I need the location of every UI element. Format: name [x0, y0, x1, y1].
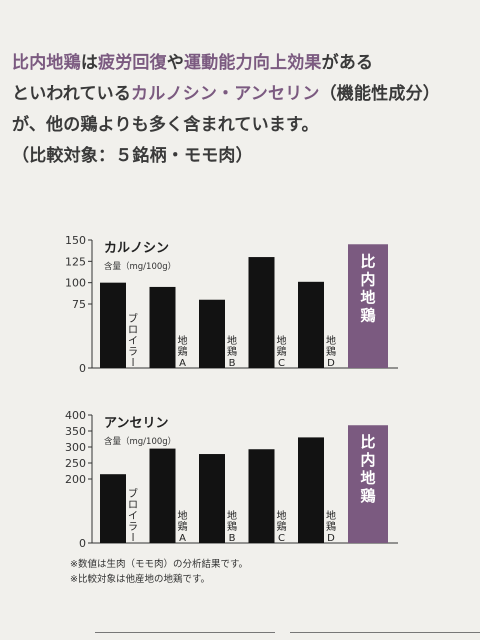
category-label-char: 鶏	[326, 345, 336, 358]
category-label-char: ブ	[128, 487, 138, 500]
category-label-char: 鶏	[277, 345, 287, 358]
bar-地鶏B	[199, 299, 225, 368]
y-tick-label: 100	[65, 277, 86, 290]
bar-label-char: 内	[360, 270, 375, 288]
category-label-char: ラ	[128, 521, 138, 533]
headline-part: 運動能力向上効果	[184, 53, 322, 73]
category-label-char: ー	[126, 357, 137, 367]
category-label-char: 鶏	[227, 345, 237, 358]
y-tick-label: 200	[65, 473, 86, 486]
bottom-table-edge	[0, 622, 480, 640]
headline-part: 比内地鶏	[12, 53, 81, 73]
bar-ブロイラー	[100, 282, 126, 368]
bar-label-char: 鶏	[360, 306, 375, 324]
divider	[95, 632, 275, 633]
bar-label-char: 内	[360, 451, 375, 469]
divider	[290, 632, 480, 633]
bar-地鶏B	[199, 454, 225, 543]
headline-part: （機能性成分）が、他の鶏よりも多く含まれています。	[12, 84, 440, 135]
y-tick-label: 0	[79, 537, 86, 550]
chart-title: アンセリン	[104, 416, 168, 431]
y-tick-label: 125	[65, 255, 86, 268]
footnote: ※数値は生肉（モモ肉）の分析結果です。	[70, 559, 249, 570]
category-label-char: 鶏	[227, 520, 237, 533]
bar-label-char: 地	[360, 469, 375, 487]
category-label-char: B	[229, 533, 236, 544]
category-label-char: 鶏	[326, 520, 336, 533]
bar-地鶏A	[149, 286, 176, 368]
y-axis-unit-label: 含量（mg/100g）	[104, 261, 176, 272]
category-label-char: 地	[227, 509, 237, 522]
category-label-char: イ	[128, 336, 138, 347]
carnosine-chart-svg: 075100125150カルノシン含量（mg/100g）ブロイラー地鶏A地鶏B地…	[65, 234, 398, 375]
category-label-char: A	[179, 358, 186, 369]
headline-part: といわれている	[12, 84, 132, 104]
carnosine-chart: 0 75 100 125 150 カルノシン 含量（mg/100g）ブロイラー地鶏 A 地鶏 B 地…	[0, 230, 480, 380]
category-label-char: 鶏	[277, 520, 287, 533]
bar-label-char: 比	[360, 433, 375, 451]
category-label-char: 地	[277, 334, 287, 347]
category-label-char: 地	[326, 509, 336, 522]
y-tick-label: 400	[65, 409, 86, 422]
y-tick-label: 250	[65, 457, 86, 470]
bar-比内地鶏	[348, 425, 388, 543]
bar-label-char: 地	[360, 288, 375, 306]
chart-title: カルノシン	[104, 241, 169, 256]
y-tick-label: 300	[65, 441, 86, 454]
category-label-char: ロ	[128, 325, 138, 336]
category-label-char: D	[327, 358, 335, 369]
bar-label-char: 比	[360, 252, 375, 270]
category-label-char: ロ	[128, 500, 138, 511]
bar-地鶏D	[298, 437, 324, 543]
category-label-char: D	[327, 533, 335, 544]
y-tick-label: 150	[65, 234, 86, 247]
headline: 比内地鶏は疲労回復や運動能力向上効果がある といわれているカルノシン・アンセリン（…	[12, 48, 474, 172]
bar-label-char: 鶏	[360, 487, 375, 505]
headline-part: カルノシン・アンセリン	[131, 84, 320, 104]
anserine-chart: 0 200 250 300 350 400 アンセリン 含量（mg/100g）ブロイラー地鶏 A…	[0, 405, 480, 555]
category-label-char: 鶏	[178, 345, 188, 358]
y-tick-label: 75	[72, 298, 86, 311]
category-label-char: C	[278, 358, 285, 369]
category-label-char: 地	[277, 509, 287, 522]
y-tick-label: 350	[65, 425, 86, 438]
bar-地鶏C	[248, 257, 275, 368]
y-tick-label: 0	[79, 362, 86, 375]
category-label-char: イ	[128, 511, 138, 522]
bar-地鶏C	[248, 449, 275, 543]
category-label-char: B	[229, 358, 236, 369]
headline-part: （比較対象：５銘柄・モモ肉）	[12, 146, 253, 166]
category-label-char: A	[179, 533, 186, 544]
category-label-char: ー	[126, 532, 137, 542]
headline-part: や	[166, 53, 185, 73]
category-label-char: 地	[178, 334, 188, 347]
bar-地鶏D	[298, 281, 324, 368]
category-label-char: 地	[178, 509, 188, 522]
category-label-char: C	[278, 533, 285, 544]
category-label-char: ラ	[128, 346, 138, 358]
headline-part: がある	[321, 53, 374, 73]
category-label-char: 地	[326, 334, 336, 347]
category-label-char: 地	[227, 334, 237, 347]
category-label-char: 鶏	[178, 520, 188, 533]
bar-比内地鶏	[348, 244, 388, 368]
headline-part: は	[80, 53, 99, 73]
footnotes: ※数値は生肉（モモ肉）の分析結果です。 ※比較対象は他産地の地鶏です。	[70, 557, 248, 587]
footnote: ※比較対象は他産地の地鶏です。	[70, 574, 211, 585]
y-axis-unit-label: 含量（mg/100g）	[104, 436, 176, 447]
headline-part: 疲労回復	[98, 53, 167, 73]
category-label-char: ブ	[128, 312, 138, 325]
anserine-chart-svg: 0200250300350400アンセリン含量（mg/100g）ブロイラー地鶏A…	[65, 409, 398, 550]
bar-地鶏A	[149, 448, 176, 543]
bar-ブロイラー	[100, 474, 126, 543]
